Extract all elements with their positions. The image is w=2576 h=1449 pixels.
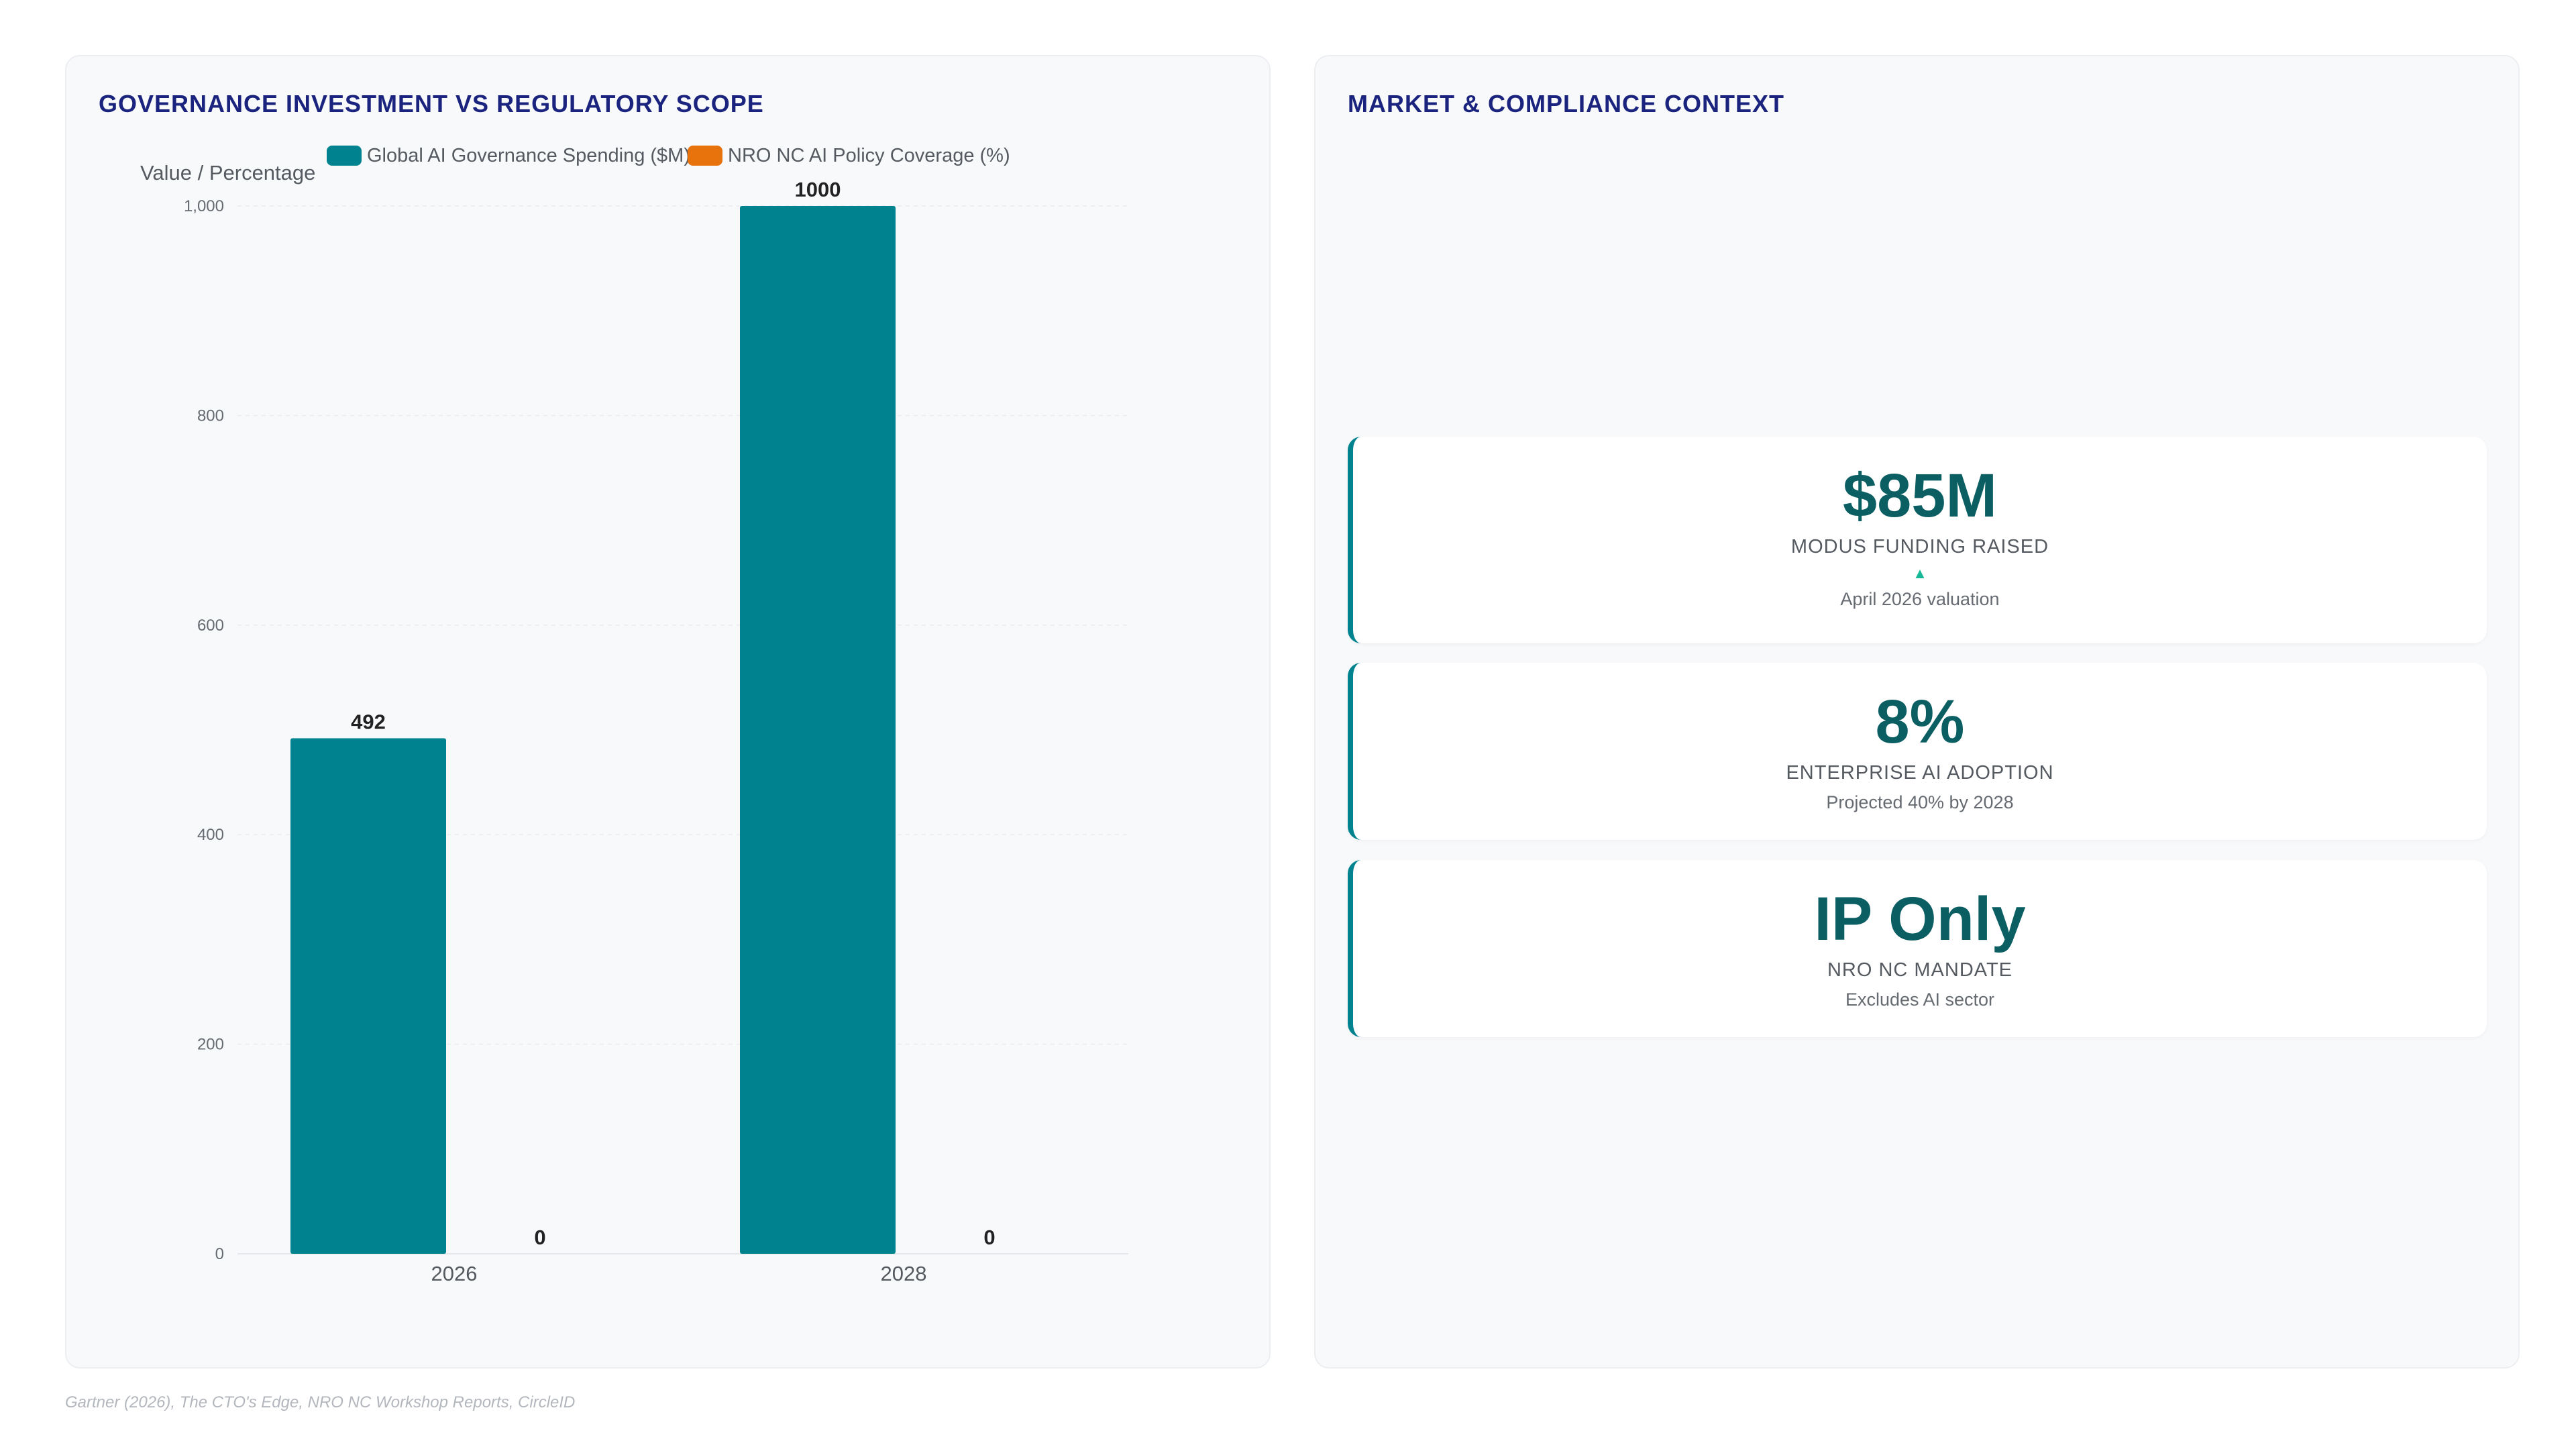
y-tick-label: 800 <box>197 407 224 425</box>
x-tick-label: 2026 <box>431 1262 478 1285</box>
data-label: 1000 <box>795 178 841 201</box>
legend-label: Global AI Governance Spending ($M) <box>367 145 690 166</box>
context-panel-title: MARKET & COMPLIANCE CONTEXT <box>1348 90 1784 117</box>
kpi-card-funding: $85M MODUS FUNDING RAISED ▲ April 2026 v… <box>1348 437 2487 643</box>
legend-swatch <box>327 146 362 166</box>
y-tick-label: 200 <box>197 1036 224 1054</box>
y-tick-label: 600 <box>197 616 224 635</box>
bar-chart: 0 200 400 600 800 1,000 Value / Percentage Glob… <box>140 145 1128 1285</box>
kpi-label: ENTERPRISE AI ADOPTION <box>1786 762 2054 784</box>
kpi-label: MODUS FUNDING RAISED <box>1790 536 2049 557</box>
data-label: 0 <box>983 1226 995 1249</box>
chart-panel-title: GOVERNANCE INVESTMENT VS REGULATORY SCOP… <box>99 90 764 117</box>
data-label: 492 <box>351 710 386 733</box>
bar <box>740 206 896 1254</box>
trend-up-icon: ▲ <box>1913 565 1927 582</box>
kpi-subtext: April 2026 valuation <box>1840 589 2000 609</box>
kpi-label: NRO NC MANDATE <box>1827 959 2013 981</box>
data-label: 0 <box>534 1226 545 1249</box>
y-tick-label: 1,000 <box>184 197 224 215</box>
context-panel: MARKET & COMPLIANCE CONTEXT $85M MODUS F… <box>1314 55 2520 1368</box>
y-tick-label: 0 <box>215 1245 224 1263</box>
kpi-value: 8% <box>1875 688 1965 756</box>
kpi-value: $85M <box>1842 462 1998 530</box>
legend-label: NRO NC AI Policy Coverage (%) <box>728 145 1010 166</box>
y-axis-title: Value / Percentage <box>140 161 315 184</box>
kpi-card-mandate: IP Only NRO NC MANDATE Excludes AI secto… <box>1348 860 2487 1037</box>
kpi-subtext: Projected 40% by 2028 <box>1826 792 2014 812</box>
source-note: Gartner (2026), The CTO's Edge, NRO NC W… <box>65 1393 576 1411</box>
x-tick-label: 2028 <box>881 1262 927 1285</box>
kpi-value: IP Only <box>1814 885 2026 953</box>
y-tick-label: 400 <box>197 826 224 844</box>
kpi-card-adoption: 8% ENTERPRISE AI ADOPTION Projected 40% … <box>1348 663 2487 840</box>
legend-swatch <box>688 146 722 166</box>
chart-panel: GOVERNANCE INVESTMENT VS REGULATORY SCOP… <box>65 55 1271 1368</box>
kpi-subtext: Excludes AI sector <box>1845 989 1995 1010</box>
bar <box>290 738 446 1254</box>
